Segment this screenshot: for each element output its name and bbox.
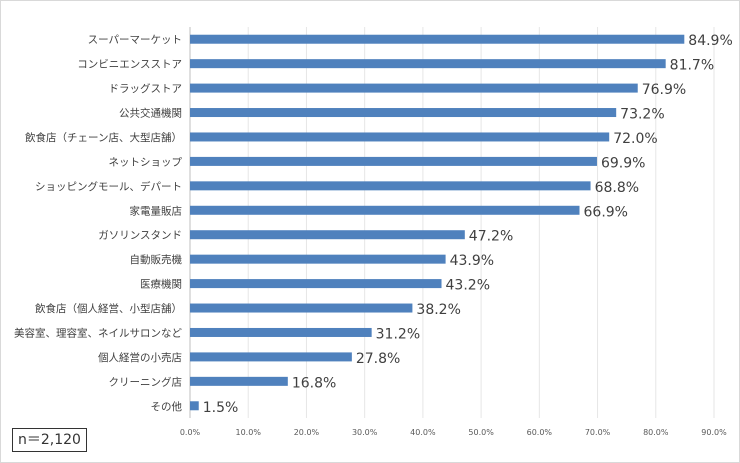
data-label: 81.7%	[670, 58, 714, 74]
category-label: ショッピングモール、デパート	[35, 180, 182, 193]
data-label: 66.9%	[584, 204, 628, 220]
sample-size-note: n＝2,120	[12, 428, 87, 452]
data-label: 38.2%	[416, 302, 460, 318]
bar	[190, 352, 352, 362]
category-label: クリーニング店	[109, 375, 183, 388]
data-label: 1.5%	[203, 400, 239, 416]
bar	[190, 59, 666, 69]
data-label: 43.9%	[450, 253, 494, 269]
x-tick-label: 20.0%	[294, 428, 320, 437]
category-label: 家電量販店	[130, 204, 183, 217]
category-label: コンビニエンスストア	[77, 59, 182, 71]
x-tick-label: 10.0%	[236, 428, 262, 437]
bar	[190, 181, 591, 191]
data-label: 73.2%	[620, 107, 664, 123]
category-label: 個人経営の小売店	[98, 351, 182, 364]
category-label: 飲食店（チェーン店、大型店舗）	[25, 131, 182, 144]
bar	[190, 34, 685, 44]
data-label: 72.0%	[613, 131, 657, 147]
x-tick-label: 30.0%	[352, 428, 378, 437]
data-label: 68.8%	[595, 180, 639, 196]
bar	[190, 254, 446, 264]
bar	[190, 303, 413, 313]
category-label: 美容室、理容室、ネイルサロンなど	[14, 326, 182, 339]
bar	[190, 401, 199, 411]
x-tick-label: 90.0%	[701, 428, 727, 437]
category-label: スーパーマーケット	[88, 34, 182, 46]
data-label: 27.8%	[356, 351, 400, 367]
category-label: その他	[151, 400, 183, 413]
x-tick-label: 50.0%	[468, 428, 494, 437]
category-label: 公共交通機関	[119, 107, 182, 120]
bar	[190, 376, 288, 386]
bar	[190, 230, 465, 240]
category-label: 飲食店（個人経営、小型店舗）	[35, 302, 182, 315]
bar	[190, 132, 610, 142]
data-label: 76.9%	[642, 82, 686, 98]
bar	[190, 156, 597, 166]
x-tick-label: 40.0%	[410, 428, 436, 437]
category-label: 自動販売機	[130, 253, 183, 266]
bar	[190, 108, 617, 118]
x-tick-label: 0.0%	[180, 428, 201, 437]
category-label: ドラッグストア	[109, 82, 183, 95]
x-tick-label: 60.0%	[527, 428, 553, 437]
data-label: 43.2%	[446, 278, 490, 294]
data-label: 69.9%	[601, 155, 645, 171]
data-label: 84.9%	[688, 33, 732, 49]
data-label: 16.8%	[292, 375, 336, 391]
bar	[190, 327, 372, 337]
category-label: ガソリンスタンド	[98, 230, 182, 242]
bar	[190, 83, 638, 93]
category-label: ネットショップ	[109, 156, 183, 168]
bar	[190, 279, 442, 289]
data-label: 31.2%	[376, 326, 420, 342]
category-label: 医療機関	[140, 278, 182, 291]
x-tick-label: 70.0%	[585, 428, 611, 437]
bar	[190, 205, 580, 215]
x-tick-label: 80.0%	[643, 428, 669, 437]
data-label: 47.2%	[469, 229, 513, 245]
